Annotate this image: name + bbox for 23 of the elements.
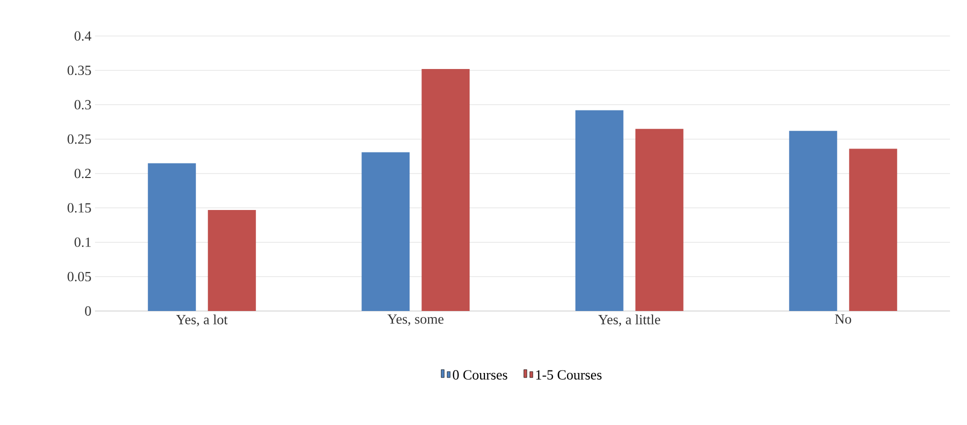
x-tick-label: No bbox=[835, 314, 852, 324]
y-tick-label: 0.3 bbox=[74, 100, 91, 110]
y-tick-label: 0.15 bbox=[68, 203, 91, 213]
y-tick-label: 0.25 bbox=[68, 134, 91, 144]
bar bbox=[362, 152, 410, 311]
x-tick-label: Yes, a lot bbox=[176, 314, 228, 326]
y-tick-label: 0 bbox=[85, 306, 91, 316]
bar bbox=[422, 69, 470, 311]
bar bbox=[635, 128, 684, 311]
bar bbox=[789, 130, 838, 311]
bar bbox=[148, 163, 196, 311]
x-tick-label: Yes, some bbox=[387, 314, 444, 326]
y-tick-label: 0.4 bbox=[74, 31, 92, 41]
bar bbox=[575, 110, 624, 311]
y-tick-label: 0.05 bbox=[68, 272, 91, 282]
y-tick-label: 0.1 bbox=[74, 238, 91, 247]
y-tick-label: 0.2 bbox=[74, 168, 91, 178]
legend-label: 0 Courses bbox=[452, 370, 508, 380]
bar bbox=[849, 148, 898, 311]
y-tick-label: 0.35 bbox=[68, 66, 91, 76]
legend-label: 1-5 Courses bbox=[536, 370, 602, 380]
bar bbox=[208, 210, 256, 311]
x-tick-label: Yes, a little bbox=[598, 314, 660, 326]
